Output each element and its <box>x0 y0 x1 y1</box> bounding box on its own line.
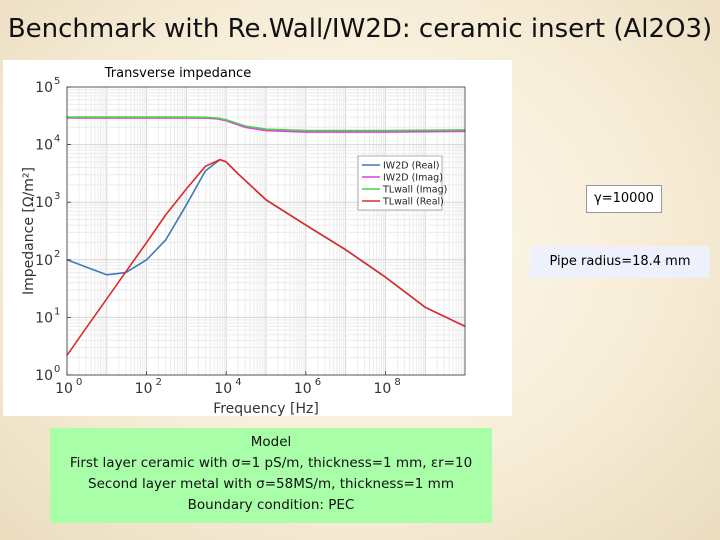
y-tick-exponent-5: 4 <box>54 134 60 145</box>
y-tick-label-5: 10 <box>35 138 53 154</box>
y-tick-exponent-3: 2 <box>54 249 60 260</box>
legend-label-2: IW2D (Imag) <box>383 173 443 184</box>
y-tick-label-6: 10 <box>35 80 53 96</box>
x-tick-exponent-3: 4 <box>235 377 241 388</box>
model-line-3: Boundary condition: PEC <box>187 497 355 513</box>
x-axis-label: Frequency [Hz] <box>213 401 319 416</box>
gamma-annotation: γ=10000 <box>586 185 662 213</box>
x-tick-exponent-2: 2 <box>156 377 162 388</box>
slide-title: Benchmark with Re.Wall/IW2D: ceramic ins… <box>7 14 713 44</box>
model-description-box: Model First layer ceramic with σ=1 pS/m,… <box>50 428 492 523</box>
y-tick-label-1: 10 <box>35 368 53 384</box>
x-tick-label-4: 10 <box>294 381 312 397</box>
x-tick-exponent-5: 8 <box>394 377 400 388</box>
y-tick-exponent-1: 0 <box>54 364 60 375</box>
model-line-1: First layer ceramic with σ=1 pS/m, thick… <box>69 455 473 471</box>
series-line-3 <box>67 116 466 132</box>
legend-label-4: TLwall (Real) <box>382 197 444 208</box>
x-tick-label-3: 10 <box>214 381 232 397</box>
y-tick-exponent-6: 5 <box>54 76 60 87</box>
pipe-radius-annotation: Pipe radius=18.4 mm <box>530 246 710 278</box>
y-tick-label-2: 10 <box>35 310 53 326</box>
y-tick-label-3: 10 <box>35 253 53 269</box>
x-tick-exponent-4: 6 <box>315 377 321 388</box>
x-tick-exponent-1: 0 <box>76 377 82 388</box>
y-tick-exponent-4: 3 <box>54 191 60 202</box>
x-tick-label-5: 10 <box>373 381 391 397</box>
model-heading: Model <box>250 434 292 450</box>
legend-label-1: IW2D (Real) <box>383 161 439 172</box>
x-tick-label-1: 10 <box>55 381 73 397</box>
chart-panel: 10 0 10 2 10 4 10 6 10 8 10 0 10 1 10 2 10 3 10 4 10 5 Frequen… <box>3 60 512 416</box>
model-line-2: Second layer metal with σ=58MS/m, thickn… <box>88 476 454 492</box>
plot-frame <box>66 86 466 376</box>
y-tick-exponent-2: 1 <box>54 306 60 317</box>
chart-title: Transverse impedance <box>104 66 252 81</box>
x-tick-label-2: 10 <box>135 381 153 397</box>
series-line-4 <box>66 158 466 356</box>
legend-label-3: TLwall (Imag) <box>382 185 447 196</box>
y-axis-label: Impedance [Ω/m²] <box>21 167 37 295</box>
impedance-chart: 10 0 10 2 10 4 10 6 10 810 010 110 210 310 410 5Frequen… <box>21 76 466 416</box>
y-tick-label-4: 10 <box>35 195 53 211</box>
series-line-2 <box>67 117 466 133</box>
